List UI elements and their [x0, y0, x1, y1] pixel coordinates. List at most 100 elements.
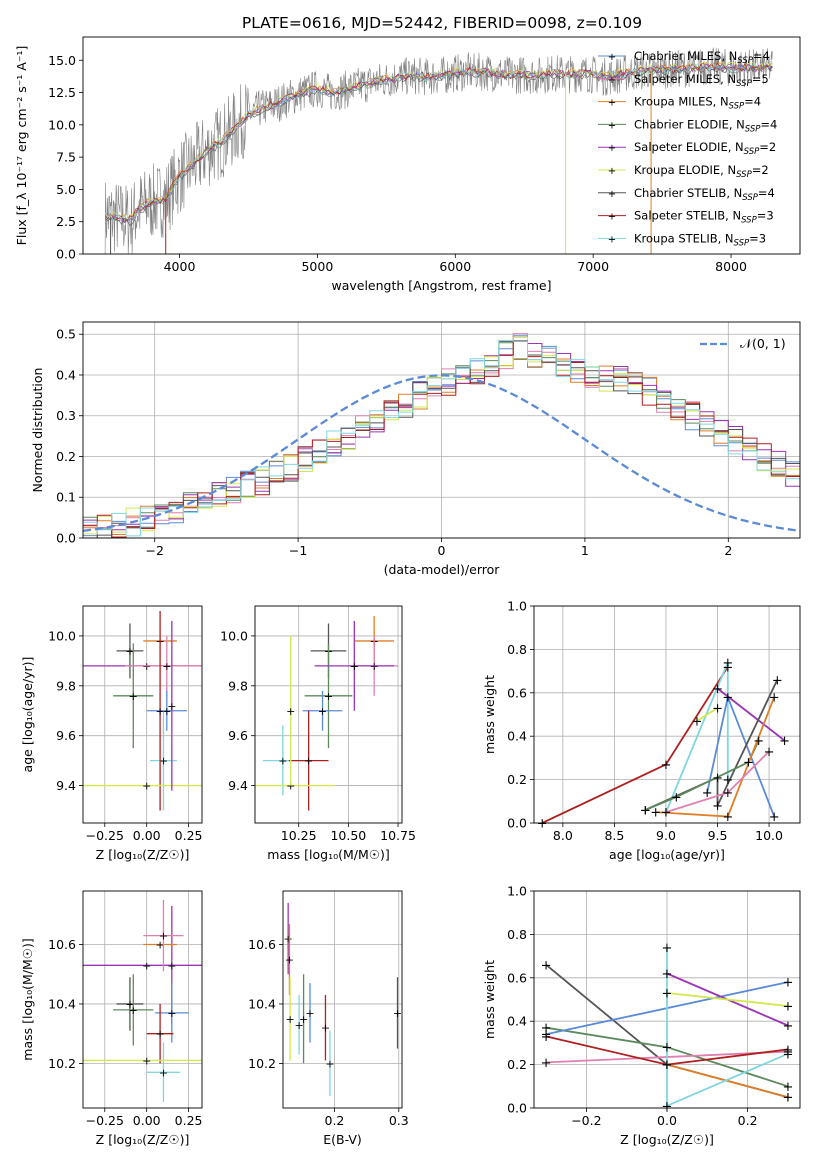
- mass-weight-line: [696, 707, 718, 722]
- legend-marker: +: [608, 120, 616, 131]
- mass-weight-point: +: [691, 715, 702, 730]
- y-tick-label: 0.4: [507, 1014, 527, 1029]
- age-vs-mass-panel: ++++++++++10.2510.5010.759.49.69.810.0ma…: [220, 605, 416, 862]
- legend-suffix: =5: [752, 72, 769, 86]
- legend-entry: Salpeter MILES, NSSP=5: [634, 72, 769, 89]
- legend-suffix: =4: [744, 95, 761, 109]
- y-tick-label: 2.5: [56, 214, 76, 229]
- legend-entry: Chabrier MILES, NSSP=4: [634, 49, 770, 66]
- x-tick-label: −0.2: [571, 1113, 601, 1128]
- x-tick-label: 7000: [577, 259, 609, 274]
- legend-entry: Chabrier ELODIE, NSSP=4: [634, 117, 777, 134]
- mass-weight-point: +: [541, 1021, 552, 1036]
- data-point: +: [155, 939, 164, 952]
- data-point: +: [167, 959, 176, 972]
- data-point: +: [304, 755, 313, 768]
- age-vs-metallicity-panel: ++++++++++ −0.25 0.00 0.25 9.4 9.6 9.8 10.0 Z [l…: [20, 605, 203, 862]
- legend-subscript: SSP: [734, 238, 750, 248]
- mass-weight-point: +: [782, 1043, 793, 1058]
- data-point: +: [167, 700, 176, 713]
- legend-suffix: =3: [757, 209, 774, 223]
- y-tick-label: 0.0: [56, 247, 76, 262]
- y-tick-label: 0.0: [507, 816, 527, 831]
- legend-text: Chabrier STELIB, N: [634, 186, 742, 200]
- y-tick-label: 0.5: [56, 327, 76, 342]
- mass-weight-point: +: [772, 673, 783, 688]
- mass-weight-point: +: [712, 682, 723, 697]
- data-point: +: [159, 930, 168, 943]
- legend-suffix: =4: [758, 186, 775, 200]
- y-tick-label: 0.8: [507, 927, 527, 942]
- mass-weight-point: +: [662, 986, 673, 1001]
- data-point: +: [125, 645, 134, 658]
- mass-weight-point: +: [722, 810, 733, 825]
- y-tick-label: 7.5: [56, 150, 76, 165]
- y-tick-label: 0.6: [507, 685, 527, 700]
- data-point: +: [129, 1004, 138, 1017]
- y-tick-label: 0.8: [507, 642, 527, 657]
- legend-text: Salpeter STELIB, N: [634, 209, 741, 223]
- x-tick-label: 0.0: [657, 1113, 677, 1128]
- mass-weight-point: +: [722, 786, 733, 801]
- legend-text: Kroupa MILES, N: [634, 95, 729, 109]
- legend-entry: Chabrier STELIB, NSSP=4: [634, 186, 775, 203]
- normal-distribution-curve: [83, 374, 800, 533]
- mass-weight-point: +: [662, 1041, 673, 1056]
- model-spectrum-line: [104, 65, 773, 227]
- data-point: +: [325, 1057, 334, 1070]
- x-tick-label: 0.00: [133, 1113, 161, 1128]
- data-point: +: [285, 953, 294, 966]
- y-tick-label: 10.2: [248, 1056, 276, 1071]
- x-tick-label: 0.3: [389, 1113, 409, 1128]
- legend-subscript: SSP: [736, 79, 752, 89]
- y-tick-label: 0.1: [56, 490, 76, 505]
- mass-weight-point: +: [769, 691, 780, 706]
- legend-text: Kroupa STELIB, N: [634, 231, 734, 245]
- data-point: +: [159, 1066, 168, 1079]
- x-tick-label: 10.75: [380, 828, 416, 843]
- legend-subscript: SSP: [736, 170, 752, 180]
- legend-entry: Kroupa ELODIE, NSSP=2: [634, 163, 769, 180]
- mass-weight-point: +: [541, 1056, 552, 1071]
- y-tick-label: 9.6: [56, 728, 76, 743]
- plot-area: [104, 47, 773, 254]
- x-axis-label: Z [log₁₀(Z/Z☉)]: [620, 1132, 714, 1147]
- mass-weight-point: +: [782, 1019, 793, 1034]
- y-tick-label: 10.0: [220, 628, 248, 643]
- legend-suffix: =4: [760, 117, 777, 131]
- data-point: +: [167, 1007, 176, 1020]
- x-tick-label: −0.25: [86, 828, 124, 843]
- x-tick-label: −2: [145, 543, 163, 558]
- y-tick-label: 0.6: [507, 970, 527, 985]
- mass-weight-point: +: [753, 734, 764, 749]
- mass-weight-line: [665, 662, 729, 813]
- data-point: +: [278, 755, 287, 768]
- legend-marker: +: [608, 98, 616, 109]
- mass-weight-point: +: [722, 660, 733, 675]
- figure-title: PLATE=0616, MJD=52442, FIBERID=0098, z=0…: [242, 14, 642, 32]
- y-tick-label: 10.6: [248, 937, 276, 952]
- x-tick-label: 10.50: [330, 828, 366, 843]
- y-tick-label: 10.4: [48, 996, 76, 1011]
- plot-area: [83, 333, 800, 538]
- x-tick-label: 0.2: [325, 1113, 345, 1128]
- mass-weight-point: +: [640, 803, 651, 818]
- x-tick-label: 6000: [439, 259, 471, 274]
- mass-weight-point: +: [782, 976, 793, 991]
- data-point: +: [286, 780, 295, 793]
- plot-area: ++++++++++: [83, 899, 202, 1103]
- mass-weight-point: +: [661, 806, 672, 821]
- mass-weight-point: +: [537, 817, 548, 832]
- mass-weight-line: [665, 750, 770, 813]
- plot-frame: [82, 36, 801, 255]
- legend-marker: +: [608, 234, 616, 245]
- x-axis-label: age [log₁₀(age/yr)]: [609, 847, 725, 862]
- mass-weight-point: +: [769, 810, 780, 825]
- data-point: +: [299, 1013, 308, 1026]
- legend-text: Chabrier ELODIE, N: [634, 117, 745, 131]
- plot-area: ++++++++++: [255, 615, 399, 811]
- y-tick-label: 9.8: [228, 678, 248, 693]
- legend-subscript: SSP: [744, 147, 760, 157]
- x-tick-label: 8.0: [553, 828, 573, 843]
